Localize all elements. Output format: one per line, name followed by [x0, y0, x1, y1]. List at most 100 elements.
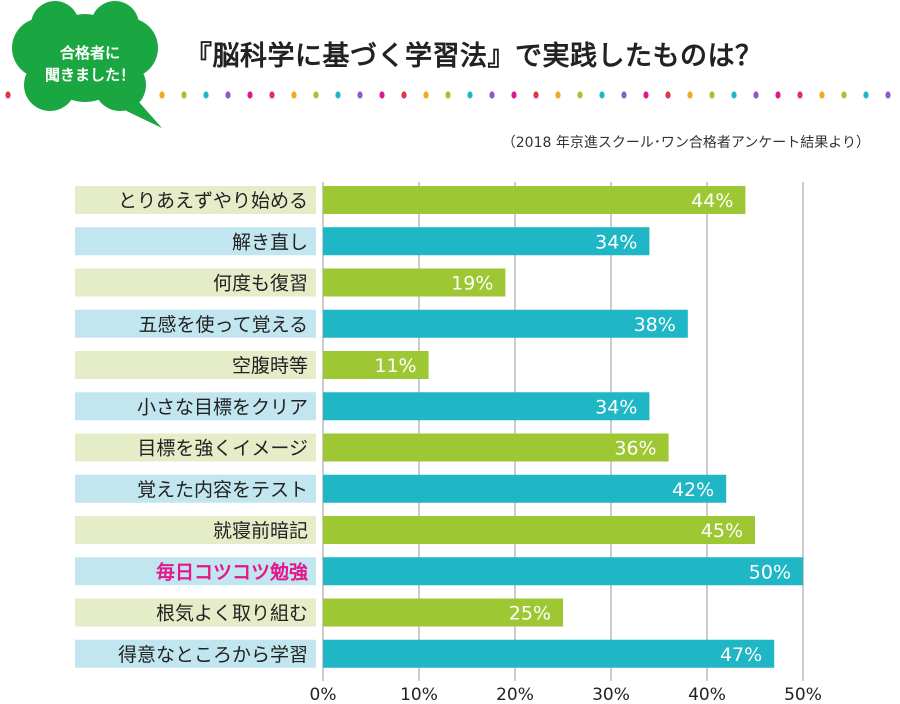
category-label-bg — [75, 351, 316, 379]
decorative-dot — [555, 91, 561, 99]
category-label: 根気よく取り組む — [156, 603, 308, 625]
speech-bubble-badge — [12, 1, 162, 128]
bar — [323, 516, 755, 544]
decorative-dot — [709, 91, 715, 99]
decorative-dot — [357, 91, 363, 99]
category-label-bg — [75, 557, 316, 586]
decorative-dot-row — [5, 91, 891, 99]
decorative-dot — [445, 91, 451, 99]
category-labels: とりあえずやり始める解き直し何度も復習五感を使って覚える空腹時等小さな目標をクリ… — [118, 190, 308, 666]
value-label: 47% — [720, 644, 762, 666]
value-label: 36% — [614, 438, 656, 460]
decorative-dot — [225, 91, 231, 99]
bar — [323, 598, 563, 627]
value-label: 34% — [595, 396, 637, 418]
bar — [323, 186, 746, 214]
category-label-bg — [75, 186, 316, 214]
decorative-dot — [313, 91, 319, 99]
value-label: 25% — [509, 603, 551, 625]
bar — [323, 474, 727, 503]
category-label-bg — [75, 309, 316, 338]
category-label-bg — [75, 639, 316, 668]
category-label-bg — [75, 268, 316, 297]
category-label: 五感を使って覚える — [139, 314, 308, 336]
decorative-dot — [203, 91, 209, 99]
x-tick-label: 40% — [688, 685, 726, 704]
decorative-dot — [577, 91, 583, 99]
bar — [323, 309, 688, 338]
x-tick-labels: 0% 10% 20% 30% 40% 50% — [310, 685, 822, 704]
category-label: 目標を強くイメージ — [137, 438, 308, 460]
x-tick-label: 20% — [496, 685, 534, 704]
decorative-dot — [269, 91, 275, 99]
category-label: 毎日コツコツ勉強 — [156, 560, 308, 583]
decorative-dot — [753, 91, 759, 99]
decorative-dot — [181, 91, 187, 99]
bar — [323, 557, 803, 586]
category-label-backgrounds — [75, 186, 316, 668]
decorative-dot — [621, 91, 627, 99]
category-label: 何度も復習 — [213, 273, 308, 295]
decorative-dot — [599, 91, 605, 99]
value-label: 38% — [634, 314, 676, 336]
badge-line-1: 合格者に — [59, 44, 120, 62]
decorative-dot — [665, 91, 671, 99]
decorative-dot — [335, 91, 341, 99]
page-title: 『脳科学に基づく学習法』で実践したものは？ — [185, 41, 763, 72]
bar — [323, 268, 506, 297]
gridlines — [322, 182, 804, 681]
value-label: 50% — [749, 561, 791, 583]
category-label: 得意なところから学習 — [118, 644, 308, 666]
decorative-dot — [885, 91, 891, 99]
decorative-dot — [247, 91, 253, 99]
category-label-bg — [75, 392, 316, 421]
x-tick-label: 30% — [592, 685, 630, 704]
decorative-dot — [401, 91, 407, 99]
category-label-bg — [75, 227, 316, 256]
bar — [323, 227, 650, 256]
source-note: （2018 年京進スクール･ワン合格者アンケート結果より） — [501, 135, 870, 151]
category-label: 小さな目標をクリア — [137, 396, 308, 418]
value-label: 11% — [374, 355, 416, 377]
value-label: 34% — [595, 231, 637, 253]
bars — [323, 186, 803, 668]
decorative-dot — [687, 91, 693, 99]
category-label-bg — [75, 433, 316, 462]
decorative-dot — [423, 91, 429, 99]
x-tick-label: 10% — [400, 685, 438, 704]
decorative-dot — [511, 91, 517, 99]
bar — [323, 351, 429, 379]
value-label: 44% — [691, 190, 733, 212]
decorative-dot — [775, 91, 781, 99]
badge-line-2: 聞きました！ — [44, 66, 135, 84]
category-label: とりあえずやり始める — [118, 190, 308, 212]
category-label: 空腹時等 — [232, 355, 308, 377]
value-label: 19% — [451, 273, 493, 295]
bar — [323, 639, 775, 668]
decorative-dot — [533, 91, 539, 99]
bar — [323, 392, 650, 421]
category-label-bg — [75, 474, 316, 503]
decorative-dot — [797, 91, 803, 99]
decorative-dot — [643, 91, 649, 99]
value-label: 42% — [672, 479, 714, 501]
category-label-bg — [75, 598, 316, 627]
category-label: 就寝前暗記 — [213, 520, 308, 542]
badge-text: 合格者に 聞きました！ — [40, 42, 140, 86]
value-labels: 44% 34% 19% 38% 11% 34% 36% 42% 45% 50% 25% 47% — [374, 190, 791, 666]
speech-bubble-shape — [12, 1, 162, 128]
decorative-dot — [489, 91, 495, 99]
category-label-bg — [75, 516, 316, 544]
decorative-dot — [379, 91, 385, 99]
decorative-dot — [819, 91, 825, 99]
decorative-dot — [291, 91, 297, 99]
decorative-dot — [841, 91, 847, 99]
decorative-dot — [159, 91, 165, 99]
value-label: 45% — [701, 520, 743, 542]
decorative-dot — [5, 91, 11, 99]
bar — [323, 433, 669, 462]
decorative-dot — [467, 91, 473, 99]
category-label: 解き直し — [232, 231, 308, 253]
x-tick-label: 0% — [310, 685, 337, 704]
